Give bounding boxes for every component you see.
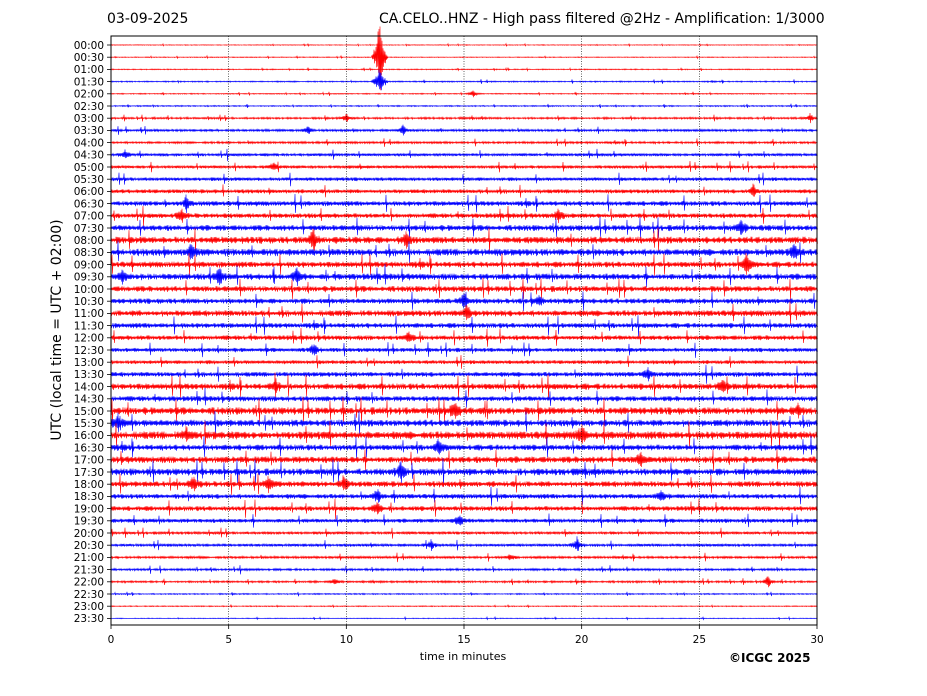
trace-row-0600 <box>110 183 818 198</box>
y-tick-label: 00:00 <box>74 40 104 52</box>
date-label: 03-09-2025 <box>107 11 189 27</box>
x-tick-label: 0 <box>108 634 115 646</box>
y-tick-label: 06:30 <box>74 198 104 210</box>
trace-row-0300 <box>110 112 818 124</box>
y-tick-label: 22:00 <box>74 577 104 589</box>
plot-frame <box>110 35 818 626</box>
trace-row-1930 <box>110 512 818 528</box>
y-tick-label: 17:00 <box>74 455 104 467</box>
trace-row-0130 <box>110 69 818 91</box>
trace-row-1700 <box>110 449 818 472</box>
y-tick-label: 12:30 <box>74 345 104 357</box>
y-tick-label: 18:00 <box>74 479 104 491</box>
y-tick-label: 07:00 <box>74 211 104 223</box>
trace-row-1200 <box>110 327 818 347</box>
y-tick-label: 19:30 <box>74 516 104 528</box>
y-axis-label: UTC (local time = UTC + 02:00) <box>49 219 65 441</box>
y-tick-label: 12:00 <box>74 333 104 345</box>
y-tick-label: 14:00 <box>74 381 104 393</box>
y-tick-label: 02:00 <box>74 89 104 101</box>
y-tick-label: 15:30 <box>74 418 104 430</box>
y-tick-labels: 00:0000:3001:0001:3002:0002:3003:0003:30… <box>74 40 111 625</box>
trace-row-2330 <box>110 615 818 621</box>
x-tick-label: 10 <box>340 634 353 646</box>
y-tick-label: 06:00 <box>74 186 104 198</box>
trace-group <box>110 26 818 621</box>
y-tick-label: 02:30 <box>74 101 104 113</box>
x-tick-label: 5 <box>225 634 232 646</box>
y-tick-label: 11:30 <box>74 320 104 332</box>
y-tick-label: 03:30 <box>74 125 104 137</box>
y-tick-label: 20:00 <box>74 528 104 540</box>
trace-row-1030 <box>110 291 818 312</box>
y-tick-label: 08:00 <box>74 235 104 247</box>
y-tick-label: 10:00 <box>74 284 104 296</box>
y-tick-label: 08:30 <box>74 247 104 259</box>
y-tick-label: 19:00 <box>74 503 104 515</box>
trace-row-0730 <box>110 216 818 239</box>
y-tick-label: 00:30 <box>74 52 104 64</box>
trace-row-1430 <box>110 387 818 408</box>
trace-row-0400 <box>110 138 818 147</box>
trace-row-0000 <box>110 42 818 48</box>
y-tick-label: 05:30 <box>74 174 104 186</box>
y-tick-label: 03:00 <box>74 113 104 125</box>
y-tick-label: 04:30 <box>74 150 104 162</box>
trace-row-1500 <box>110 397 818 426</box>
y-tick-label: 11:00 <box>74 308 104 320</box>
trace-row-1630 <box>110 435 818 459</box>
y-tick-label: 09:00 <box>74 259 104 271</box>
x-axis-label: time in minutes <box>419 650 507 663</box>
x-tick-label: 20 <box>575 634 588 646</box>
y-tick-label: 18:30 <box>74 491 104 503</box>
y-tick-label: 20:30 <box>74 540 104 552</box>
y-tick-label: 10:30 <box>74 296 104 308</box>
y-tick-label: 21:00 <box>74 552 104 564</box>
trace-row-0230 <box>110 103 818 109</box>
grid-lines <box>228 36 700 625</box>
y-tick-label: 04:00 <box>74 137 104 149</box>
y-tick-label: 16:30 <box>74 442 104 454</box>
trace-row-1330 <box>110 364 818 384</box>
y-tick-label: 01:00 <box>74 64 104 76</box>
y-tick-label: 14:30 <box>74 394 104 406</box>
copyright-label: ©ICGC 2025 <box>729 651 811 665</box>
y-tick-label: 23:00 <box>74 601 104 613</box>
y-tick-label: 09:30 <box>74 272 104 284</box>
y-tick-label: 01:30 <box>74 76 104 88</box>
trace-row-2030 <box>110 536 818 552</box>
y-tick-label: 13:30 <box>74 369 104 381</box>
y-tick-label: 21:30 <box>74 564 104 576</box>
y-tick-label: 13:00 <box>74 357 104 369</box>
y-tick-label: 05:00 <box>74 162 104 174</box>
x-tick-label: 30 <box>810 634 823 646</box>
trace-row-1900 <box>110 498 818 520</box>
y-tick-label: 23:30 <box>74 613 104 625</box>
y-tick-label: 07:30 <box>74 223 104 235</box>
trace-row-1600 <box>110 421 818 450</box>
x-tick-label: 25 <box>693 634 706 646</box>
x-tick-labels: 0 5 10 15 20 25 30 <box>108 625 824 646</box>
trace-row-0630 <box>110 193 818 214</box>
y-tick-label: 17:30 <box>74 467 104 479</box>
trace-row-2200 <box>110 576 818 588</box>
y-tick-label: 15:00 <box>74 406 104 418</box>
y-tick-label: 22:30 <box>74 589 104 601</box>
chart-title: CA.CELO..HNZ - High pass filtered @2Hz -… <box>379 11 825 27</box>
trace-row-1400 <box>110 372 818 400</box>
trace-row-0530 <box>110 172 818 187</box>
x-tick-label: 15 <box>457 634 470 646</box>
trace-row-0930 <box>110 263 818 288</box>
y-tick-label: 16:00 <box>74 430 104 442</box>
trace-row-2000 <box>110 527 818 539</box>
